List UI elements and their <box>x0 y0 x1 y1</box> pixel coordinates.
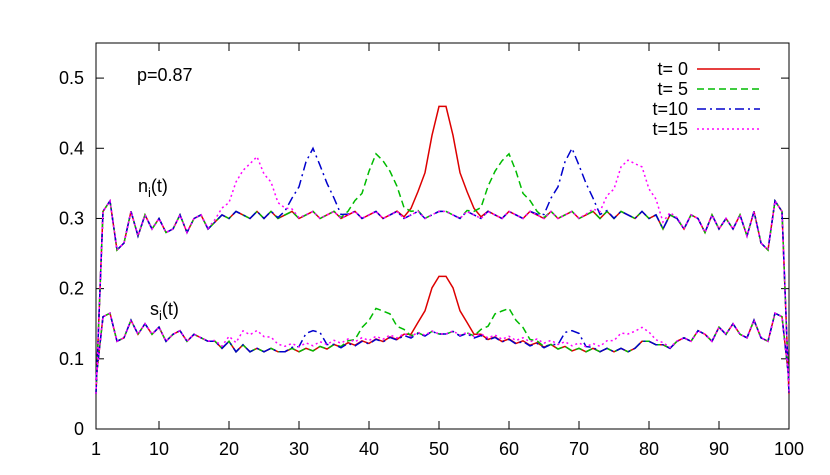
y-tick-label: 0.4 <box>59 138 84 158</box>
x-tick-label: 30 <box>289 439 309 459</box>
legend-label: t=15 <box>652 119 688 139</box>
y-axis: 0 0.1 0.2 0.3 0.4 0.5 <box>59 68 789 439</box>
x-tick-label: 80 <box>639 439 659 459</box>
series-lines <box>95 105 790 394</box>
n-series-label: ni(t) <box>138 176 168 200</box>
legend: t= 0t= 5t=10t=15 <box>652 59 760 139</box>
parameter-annotation: p=0.87 <box>137 65 193 85</box>
x-tick-label: 50 <box>429 439 449 459</box>
y-tick-label: 0.3 <box>59 208 84 228</box>
y-tick-label: 0.1 <box>59 349 84 369</box>
x-tick-label: 60 <box>499 439 519 459</box>
x-tick-label: 10 <box>149 439 169 459</box>
series-line-s-3 <box>95 312 790 380</box>
series-line-n-1 <box>95 152 790 394</box>
x-tick-label: 90 <box>709 439 729 459</box>
series-line-n-3 <box>95 155 790 394</box>
y-tick-label: 0 <box>74 419 84 439</box>
x-tick-label: 40 <box>359 439 379 459</box>
series-line-s-1 <box>95 307 790 380</box>
plot-frame <box>95 42 790 430</box>
x-tick-label: 20 <box>219 439 239 459</box>
legend-label: t= 0 <box>657 59 688 79</box>
y-tick-label: 0.5 <box>59 68 84 88</box>
series-line-n-2 <box>95 146 790 394</box>
legend-label: t= 5 <box>657 79 688 99</box>
x-tick-label: 100 <box>774 439 804 459</box>
s-series-label: si(t) <box>150 299 179 323</box>
x-axis: 1 10 20 30 40 50 60 70 80 90 100 <box>91 43 804 459</box>
series-line-s-2 <box>95 312 790 380</box>
y-tick-label: 0.2 <box>59 279 84 299</box>
x-tick-label: 1 <box>91 439 101 459</box>
x-tick-label: 70 <box>569 439 589 459</box>
series-line-n-0 <box>95 105 790 394</box>
series-line-s-0 <box>95 275 790 380</box>
legend-label: t=10 <box>652 99 688 119</box>
